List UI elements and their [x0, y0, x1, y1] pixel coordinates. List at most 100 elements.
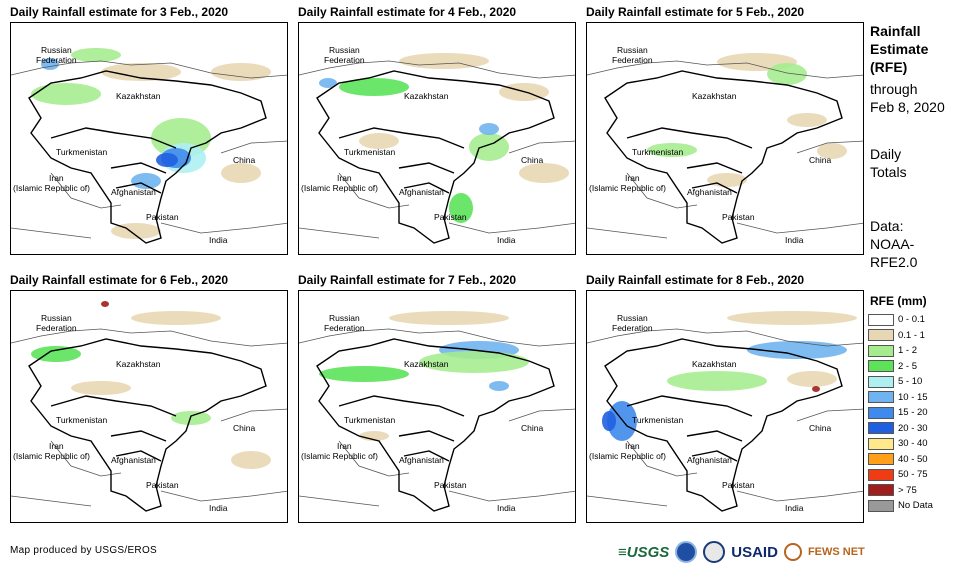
side-title-line: Estimate: [870, 41, 929, 57]
region-outline: [338, 127, 465, 194]
country-border: [587, 140, 863, 239]
rainfall-area: [221, 163, 261, 183]
label-afghanistan: Afghanistan: [111, 187, 156, 197]
fews-logo-icon: [783, 543, 802, 561]
legend-label: 2 - 5: [898, 360, 918, 372]
side-through: through Feb 8, 2020: [870, 80, 945, 116]
label-china: China: [809, 423, 831, 433]
rainfall-area: [817, 143, 847, 159]
panel-title: Daily Rainfall estimate for 3 Feb., 2020: [10, 5, 229, 19]
rainfall-map: Russian Federation Kazakhstan Turkmenistan I…: [10, 290, 288, 523]
panel-feb-7: Daily Rainfall estimate for 7 Feb., 2020…: [298, 273, 576, 523]
label-pakistan: Pakistan: [434, 480, 467, 490]
label-iran: (Islamic Republic of): [301, 451, 378, 461]
rainfall-map: Russian Federation Kazakhstan Turkmenistan I…: [298, 290, 576, 523]
rainfall-map: Russian Federation Kazakhstan Turkmenistan I…: [10, 22, 288, 255]
legend-label: 10 - 15: [898, 391, 928, 403]
country-border: [299, 328, 575, 347]
label-iran: (Islamic Republic of): [589, 183, 666, 193]
label-russia: Russian: [617, 45, 648, 55]
country-border: [299, 140, 575, 239]
label-kazakhstan: Kazakhstan: [116, 91, 161, 101]
panel-title: Daily Rainfall estimate for 8 Feb., 2020: [586, 273, 805, 287]
rainfall-area: [647, 143, 697, 157]
legend-swatch: [868, 437, 894, 450]
legend-label: 1 - 2: [898, 345, 918, 357]
legend-item: 0 - 0.1: [868, 312, 933, 328]
label-russia: Russian: [617, 313, 648, 323]
legend-item: 20 - 30: [868, 421, 933, 437]
rainfall-area: [389, 311, 509, 325]
legend-label: 0 - 0.1: [898, 314, 925, 326]
country-border: [11, 140, 287, 239]
noaa-logo-icon: [675, 541, 698, 563]
legend-label: 0.1 - 1: [898, 329, 925, 341]
panel-feb-4: Daily Rainfall estimate for 4 Feb., 2020…: [298, 5, 576, 255]
panel-feb-8: Daily Rainfall estimate for 8 Feb., 2020…: [586, 273, 864, 523]
daily-label: Daily: [870, 146, 902, 162]
through-date: Feb 8, 2020: [870, 99, 945, 115]
legend-label: 40 - 50: [898, 453, 928, 465]
usaid-logo: USAID: [731, 543, 778, 561]
label-russia: Federation: [612, 55, 653, 65]
label-china: China: [809, 155, 831, 165]
rainfall-area: [787, 371, 837, 387]
label-iran: Iran: [337, 173, 352, 183]
label-turkmenistan: Turkmenistan: [632, 147, 683, 157]
legend-swatch: [868, 360, 894, 373]
data-label: Data:: [870, 218, 904, 234]
label-india: India: [209, 235, 228, 245]
rainfall-area: [211, 63, 271, 81]
panel-title: Daily Rainfall estimate for 7 Feb., 2020: [298, 273, 517, 287]
region-outline: [28, 338, 267, 512]
label-iran: (Islamic Republic of): [13, 183, 90, 193]
label-iran: Iran: [337, 441, 352, 451]
label-pakistan: Pakistan: [722, 212, 755, 222]
legend: 0 - 0.1 0.1 - 1 1 - 2 2 - 5 5 - 10 10 - 15 15 …: [868, 312, 933, 514]
legend-item: > 75: [868, 483, 933, 499]
country-border: [11, 60, 287, 79]
label-iran: (Islamic Republic of): [301, 183, 378, 193]
rainfall-area: [519, 163, 569, 183]
label-afghanistan: Afghanistan: [111, 455, 156, 465]
legend-label: 30 - 40: [898, 438, 928, 450]
label-russia: Russian: [329, 313, 360, 323]
label-russia: Federation: [612, 323, 653, 333]
legend-item: 5 - 10: [868, 374, 933, 390]
label-india: India: [497, 503, 516, 513]
panel-feb-5: Daily Rainfall estimate for 5 Feb., 2020…: [586, 5, 864, 255]
rainfall-area: [31, 83, 101, 105]
label-iran: (Islamic Republic of): [589, 451, 666, 461]
rainfall-area: [787, 113, 827, 127]
legend-label: 15 - 20: [898, 407, 928, 419]
label-russia: Russian: [41, 45, 72, 55]
rainfall-map: Russian Federation Kazakhstan Turkmenistan I…: [586, 290, 864, 523]
legend-label: > 75: [898, 484, 917, 496]
data-source: NOAA-: [870, 236, 915, 252]
region-outline: [316, 70, 555, 244]
rainfall-area: [667, 371, 767, 391]
panel-feb-3: Daily Rainfall estimate for 3 Feb., 2020…: [10, 5, 288, 255]
rainfall-area: [101, 63, 181, 81]
legend-item: 0.1 - 1: [868, 328, 933, 344]
label-turkmenistan: Turkmenistan: [632, 415, 683, 425]
country-border: [338, 440, 575, 502]
data-source: RFE2.0: [870, 254, 918, 270]
label-india: India: [785, 235, 804, 245]
rainfall-area: [399, 53, 489, 69]
label-russia: Federation: [324, 323, 365, 333]
label-afghanistan: Afghanistan: [687, 455, 732, 465]
legend-item: 15 - 20: [868, 405, 933, 421]
side-title-line: (RFE): [870, 59, 908, 75]
label-kazakhstan: Kazakhstan: [404, 91, 449, 101]
region-outline: [604, 338, 843, 512]
region-outline: [316, 338, 555, 512]
label-india: India: [785, 503, 804, 513]
label-pakistan: Pakistan: [434, 212, 467, 222]
label-russia: Federation: [36, 55, 77, 65]
rainfall-area: [727, 311, 857, 325]
rainfall-area: [156, 153, 178, 167]
legend-swatch: [868, 391, 894, 404]
country-border: [626, 440, 863, 502]
side-daily: Daily Totals: [870, 145, 907, 181]
